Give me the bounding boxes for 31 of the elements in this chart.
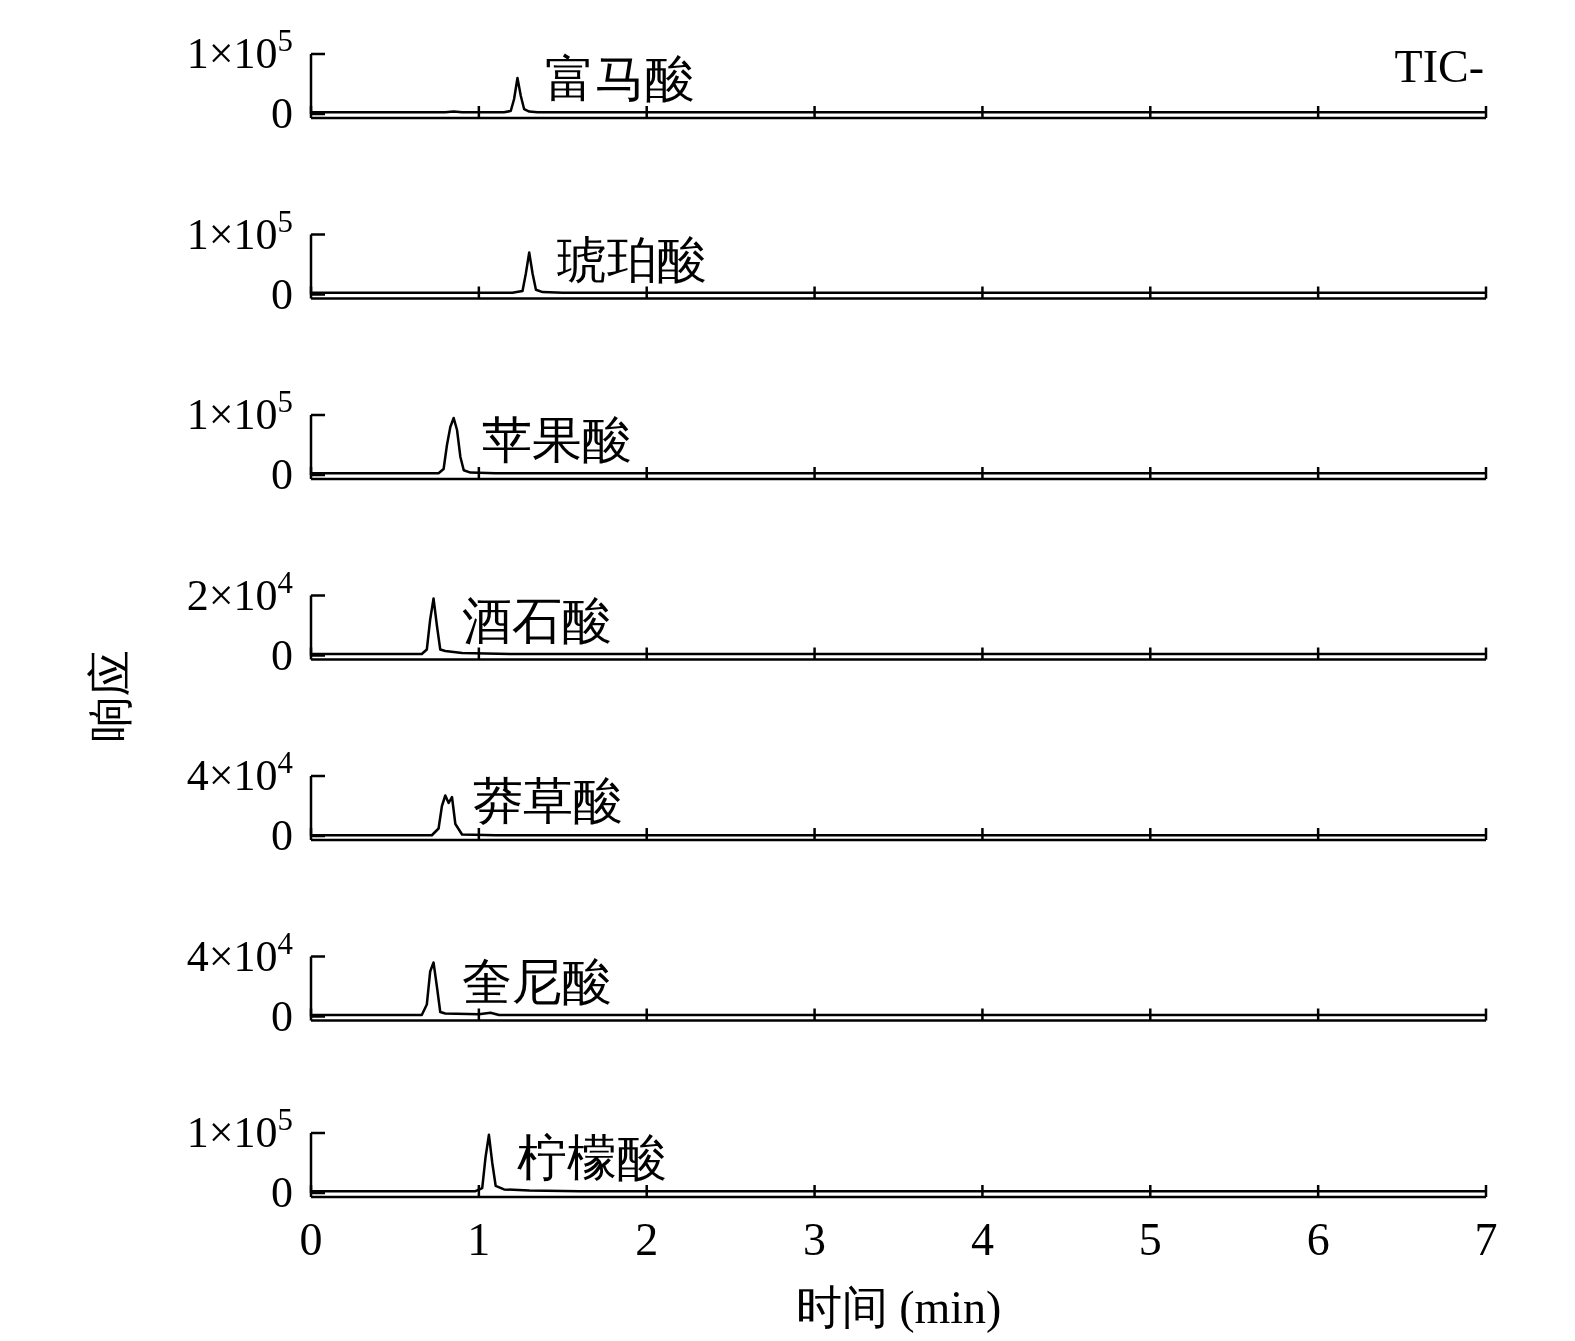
x-tick-label: 6 bbox=[1306, 1214, 1330, 1265]
y-tick-label: 2×10$^{4}$ bbox=[186, 565, 293, 620]
legend-label: 奎尼酸 bbox=[461, 953, 612, 1010]
y-tick-label: 0 bbox=[271, 811, 293, 860]
y-tick-label: 1×10$^{5}$ bbox=[186, 204, 293, 259]
legend-label: 苹果酸 bbox=[481, 412, 632, 468]
y-tick-label: 0 bbox=[271, 1168, 293, 1217]
y-tick-label: 4×10$^{4}$ bbox=[186, 926, 293, 981]
y-tick-label: 1×10$^{5}$ bbox=[186, 24, 293, 78]
y-tick-label: 1×10$^{5}$ bbox=[186, 1103, 293, 1157]
x-tick-label: 7 bbox=[1474, 1214, 1498, 1265]
x-tick-label: 3 bbox=[803, 1214, 827, 1265]
y-tick-label: 0 bbox=[271, 269, 293, 319]
x-tick-label: 2 bbox=[635, 1214, 659, 1265]
y-tick-label: 0 bbox=[271, 450, 293, 499]
legend-label: 富马酸 bbox=[545, 51, 696, 107]
legend-label: 琥珀酸 bbox=[557, 231, 708, 288]
y-tick-label: 0 bbox=[271, 89, 293, 138]
x-tick-label: 5 bbox=[1138, 1214, 1162, 1265]
x-axis-title: 时间 (min) bbox=[795, 1282, 1002, 1333]
y-tick-label: 4×10$^{4}$ bbox=[186, 746, 293, 800]
y-tick-label: 0 bbox=[271, 991, 293, 1041]
legend-label: 酒石酸 bbox=[461, 592, 612, 649]
annotation: TIC- bbox=[1394, 41, 1484, 92]
series-label: 柠檬酸 bbox=[516, 1130, 667, 1186]
y-axis-title: 响应 bbox=[85, 649, 136, 742]
x-tick-label: 1 bbox=[467, 1214, 491, 1265]
legend-label: 莽草酸 bbox=[473, 773, 624, 829]
y-tick-label: 1×10$^{5}$ bbox=[186, 385, 293, 439]
y-tick-label: 0 bbox=[271, 630, 293, 680]
x-tick-label: 4 bbox=[970, 1214, 994, 1265]
